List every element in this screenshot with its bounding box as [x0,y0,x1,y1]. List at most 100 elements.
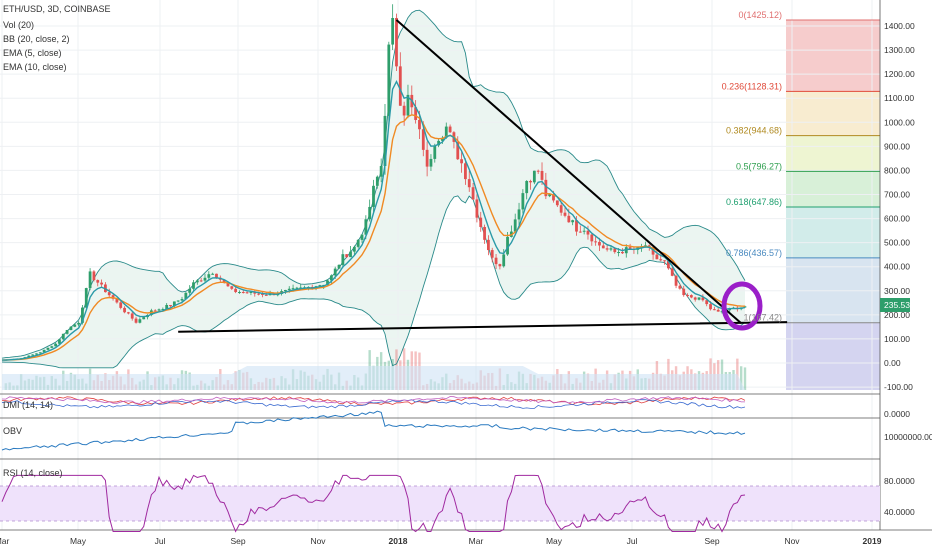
candle-body [180,299,184,301]
candle-body [532,170,536,183]
candle-body [655,254,659,260]
candle-body [709,304,712,310]
candle-body [605,248,609,250]
indicator-ema5[interactable]: EMA (5, close) [3,48,62,58]
candle-body [402,105,406,116]
candle-body [743,306,747,308]
price-tick-label: 300.00 [884,286,910,296]
time-tick-label: Mar [0,536,9,546]
candle-body [628,247,632,249]
obv-pane [1,410,746,451]
candle-body [617,251,621,253]
symbol-title[interactable]: ETH/USD, 3D, COINBASE [3,4,111,14]
candle-body [421,129,425,150]
candle-body [215,273,218,278]
candle-body [195,280,199,283]
candle-body [540,170,544,180]
candle-body [245,292,249,294]
candle-body [261,293,264,295]
candle-body [601,245,605,249]
bollinger-lower [1,195,746,369]
candle-body [126,312,130,314]
candle-body [674,275,678,286]
candle-body [536,170,540,172]
fib-zone [786,171,880,208]
candle-body [689,295,693,298]
candle-body [241,292,245,294]
candle-body [130,313,134,319]
fibonacci-zones [786,19,880,390]
candle-body [184,292,188,300]
candle-body [502,254,506,267]
candle-body [575,220,578,232]
candle-body [521,193,525,210]
candle-body [230,286,234,289]
pane-title-obv[interactable]: OBV [3,426,22,436]
candle-body [609,248,613,250]
time-axis[interactable]: Mar May Jul Sep Nov 2018 Mar May Jul Sep Nov 2019 [0,536,882,546]
current-price-badge [880,298,910,312]
obv-axis-label: 10000000.0000 [884,432,932,442]
time-tick-label: May [70,536,87,546]
candle-body [582,230,586,232]
candle-body [663,260,666,262]
volume-bars [2,348,747,390]
candle-body [498,264,502,267]
candle-body [483,226,486,240]
candle-body [372,185,375,207]
candle-body [134,318,138,323]
candle-body [548,194,552,197]
fib-level-label: 0.236(1128.31) [722,81,782,91]
fib-zone [786,207,880,258]
fib-level-label: 0.786(436.57) [726,248,782,258]
indicator-ema10[interactable]: EMA (10, close) [3,62,67,72]
fib-zone [786,91,880,136]
candle-body [571,220,575,223]
candle-body [686,295,689,297]
candle-body [123,307,126,313]
time-tick-label: Jul [155,536,166,546]
candle-body [613,248,617,253]
candle-body [27,355,31,358]
candle-body [100,282,103,285]
indicator-vol[interactable]: Vol (20) [3,20,34,30]
candle-body [161,309,165,311]
rsi-band [0,486,880,521]
candle-body [77,322,80,325]
candle-body [81,307,84,323]
candle-body [375,176,379,186]
dmi-plus-line [1,396,746,406]
candle-body [226,282,230,287]
candle-body [513,219,517,232]
candle-body [563,212,567,216]
candle-body [621,251,624,254]
dmi-minus-line [1,399,746,409]
pane-title-dmi[interactable]: DMI (14, 14) [3,400,53,410]
candle-body [475,199,479,218]
candle-body [682,288,686,296]
pane-title-rsi[interactable]: RSI (14, close) [3,468,63,478]
candle-body [287,288,291,290]
candle-body [88,271,92,289]
adx-line [1,396,745,404]
candle-body [433,145,437,159]
candle-body [720,311,724,313]
candle-body [249,291,253,293]
candle-body [467,179,471,188]
candle-body [31,354,35,356]
dmi-axis-label: 0.0000 [884,409,910,419]
candle-body [670,268,674,276]
trendlines[interactable] [178,19,788,333]
candle-body [352,246,356,252]
candle-body [188,288,192,293]
time-tick-label: Nov [784,536,800,546]
highlight-circle [721,281,763,331]
candle-body [153,310,157,312]
price-axis[interactable]: 1400.00 1300.00 1200.00 1100.00 1000.00 900.0… [884,21,915,392]
candle-body [578,231,582,233]
candle-body [555,200,559,206]
indicator-bb[interactable]: BB (20, close, 2) [3,34,70,44]
fib-zone [786,19,880,92]
candle-body [659,259,663,261]
